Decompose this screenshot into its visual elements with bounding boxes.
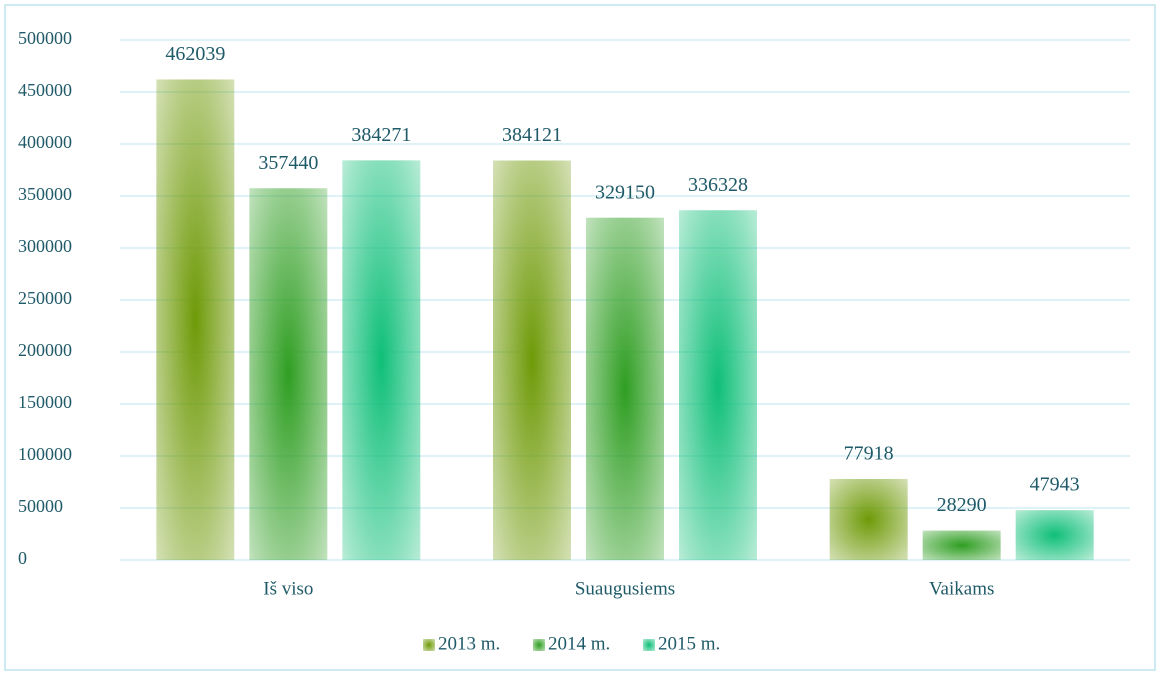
- y-tick-label: 150000: [18, 392, 72, 412]
- y-tick-label: 200000: [18, 340, 72, 360]
- y-tick-label: 0: [18, 548, 27, 568]
- bar: [679, 210, 757, 561]
- y-tick-label: 400000: [18, 132, 72, 152]
- y-tick-label: 500000: [18, 28, 72, 48]
- legend-label: 2014 m.: [548, 633, 610, 654]
- y-tick-label: 50000: [18, 496, 63, 516]
- legend-marker: [643, 639, 655, 651]
- y-tick-label: 250000: [18, 288, 72, 308]
- value-label: 28290: [937, 494, 987, 516]
- value-label: 336328: [688, 174, 748, 196]
- x-tick-label: Vaikams: [929, 578, 994, 599]
- value-label: 329150: [595, 181, 655, 203]
- bar: [342, 160, 421, 560]
- y-tick-label: 350000: [18, 184, 72, 204]
- value-label: 357440: [258, 152, 318, 174]
- y-tick-label: 450000: [18, 80, 72, 100]
- legend-label: 2013 m.: [438, 633, 500, 654]
- bar: [249, 188, 328, 561]
- value-label: 384121: [502, 124, 562, 146]
- bar: [1015, 510, 1094, 560]
- bar: [829, 478, 908, 560]
- value-label: 77918: [844, 443, 894, 465]
- bar: [156, 79, 235, 561]
- legend-marker: [533, 639, 545, 651]
- bar: [493, 160, 571, 560]
- legend-marker: [423, 639, 435, 651]
- y-tick-label: 100000: [18, 444, 72, 464]
- y-tick-label: 300000: [18, 236, 72, 256]
- value-label: 47943: [1030, 474, 1080, 496]
- bar: [922, 530, 1001, 560]
- bar: [586, 217, 664, 560]
- legend-label: 2015 m.: [658, 633, 720, 654]
- x-tick-label: Suaugusiems: [575, 578, 675, 599]
- value-label: 384271: [351, 124, 411, 146]
- value-label: 462039: [165, 43, 225, 65]
- x-tick-label: Iš viso: [263, 578, 313, 599]
